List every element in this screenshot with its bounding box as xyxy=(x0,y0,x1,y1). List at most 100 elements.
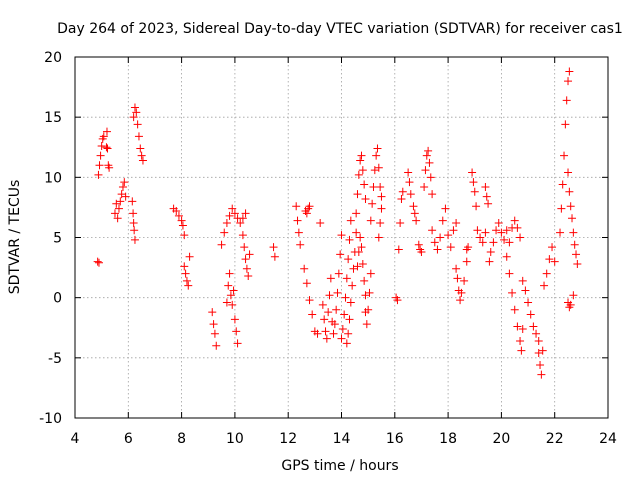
data-point xyxy=(456,296,465,305)
data-point xyxy=(302,279,311,288)
data-point xyxy=(569,291,578,300)
data-point xyxy=(374,163,383,172)
data-point xyxy=(337,231,346,240)
data-point xyxy=(505,269,514,278)
data-point xyxy=(321,327,330,336)
data-point xyxy=(526,310,535,319)
data-point xyxy=(452,219,461,228)
data-point xyxy=(409,202,418,211)
data-point xyxy=(103,144,112,153)
data-point xyxy=(97,142,106,151)
data-point xyxy=(508,288,517,297)
data-point xyxy=(516,233,525,242)
data-point xyxy=(446,243,455,252)
data-point xyxy=(233,339,242,348)
data-point xyxy=(485,257,494,266)
data-point xyxy=(296,240,305,249)
data-point xyxy=(412,216,421,225)
data-point xyxy=(113,214,122,223)
data-point xyxy=(230,209,239,218)
data-point xyxy=(513,223,522,232)
data-point xyxy=(566,300,575,309)
data-point xyxy=(421,166,430,175)
data-point xyxy=(566,202,575,211)
data-point xyxy=(353,262,362,271)
y-tick-labels: -10 -5 0 5 10 15 20 xyxy=(39,50,62,427)
data-point xyxy=(573,259,582,268)
data-point xyxy=(505,238,514,247)
data-point xyxy=(365,288,374,297)
data-point xyxy=(556,228,565,237)
data-point xyxy=(560,151,569,160)
data-point xyxy=(345,315,354,324)
y-tick-label: 20 xyxy=(44,50,62,66)
data-point xyxy=(564,77,573,86)
data-point xyxy=(238,231,247,240)
data-point xyxy=(476,233,485,242)
data-point xyxy=(433,245,442,254)
data-point xyxy=(426,173,435,182)
data-point xyxy=(538,346,547,355)
data-point xyxy=(184,281,193,290)
data-point xyxy=(436,233,445,242)
x-tick-label: 6 xyxy=(124,431,133,447)
data-point xyxy=(121,192,130,201)
data-point xyxy=(174,211,183,220)
data-point xyxy=(222,219,231,228)
data-point xyxy=(338,324,347,333)
data-point xyxy=(313,329,322,338)
data-point xyxy=(376,219,385,228)
data-point xyxy=(177,216,186,225)
data-point xyxy=(362,320,371,329)
data-point xyxy=(569,228,578,237)
data-point xyxy=(130,235,139,244)
data-point xyxy=(394,245,403,254)
data-point xyxy=(129,113,138,122)
data-point xyxy=(428,226,437,235)
data-point xyxy=(500,235,509,244)
data-point xyxy=(238,214,247,223)
data-point xyxy=(130,103,139,112)
data-point xyxy=(449,226,458,235)
data-point xyxy=(518,324,527,333)
x-tick-label: 10 xyxy=(226,431,244,447)
data-point xyxy=(393,296,402,305)
data-point xyxy=(353,190,362,199)
data-point xyxy=(397,194,406,203)
data-point xyxy=(441,204,450,213)
y-tick-label: -5 xyxy=(48,351,62,367)
data-point xyxy=(346,216,355,225)
data-point xyxy=(468,168,477,177)
data-point xyxy=(486,247,495,256)
data-point xyxy=(182,276,191,285)
data-point xyxy=(398,187,407,196)
data-point xyxy=(428,190,437,199)
x-tick-label: 20 xyxy=(492,431,510,447)
data-point xyxy=(342,274,351,283)
data-point xyxy=(208,308,217,317)
data-point xyxy=(269,243,278,252)
data-point xyxy=(510,216,519,225)
data-point xyxy=(110,209,119,218)
data-point xyxy=(422,151,431,160)
data-point xyxy=(564,168,573,177)
data-point xyxy=(337,334,346,343)
data-point xyxy=(132,108,141,117)
data-point xyxy=(524,298,533,307)
x-tick-label: 18 xyxy=(439,431,457,447)
data-point xyxy=(357,243,366,252)
data-point xyxy=(565,67,574,76)
data-point xyxy=(236,219,245,228)
data-point xyxy=(424,146,433,155)
data-point xyxy=(180,231,189,240)
data-point xyxy=(228,300,237,309)
data-point xyxy=(305,202,314,211)
data-point xyxy=(210,329,219,338)
data-point xyxy=(292,202,301,211)
data-point xyxy=(404,168,413,177)
data-point xyxy=(95,161,104,170)
data-point xyxy=(178,221,187,230)
data-point xyxy=(368,199,377,208)
y-tick-label: 10 xyxy=(44,170,62,186)
